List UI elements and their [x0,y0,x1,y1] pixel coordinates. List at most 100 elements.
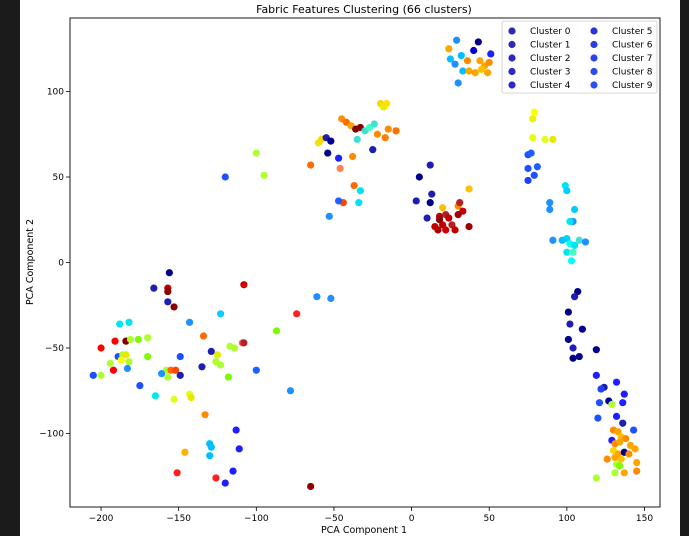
data-point [221,479,229,487]
data-point [383,99,391,108]
data-point [625,450,633,458]
data-point [597,385,605,393]
data-point [620,469,628,477]
legend-label: Cluster 6 [612,41,653,51]
data-point [373,130,382,138]
data-point [272,327,281,335]
data-point [529,115,537,123]
data-point [465,67,473,75]
data-point [335,197,343,205]
data-point [369,146,377,154]
data-point [286,387,295,395]
data-point [631,445,639,453]
data-point [307,161,315,169]
y-tick-label: −50 [45,344,64,354]
data-point [123,364,132,373]
data-point [158,370,166,378]
y-tick-label: 50 [53,173,65,183]
data-point [592,346,600,354]
y-tick-label: 100 [47,88,64,98]
data-point [456,199,464,207]
legend-label: Cluster 5 [612,27,653,37]
data-point [171,366,180,374]
data-point [465,185,473,193]
legend-label: Cluster 0 [530,27,571,37]
data-point [327,137,335,145]
legend-box [501,20,658,94]
data-point [199,332,208,340]
x-tick-label: 100 [558,514,575,524]
scatter-chart: Fabric Features Clustering (66 clusters)… [25,3,661,536]
data-point [348,152,357,161]
data-point [164,373,172,381]
data-point [571,241,579,250]
data-point [549,135,557,143]
data-point [527,149,535,157]
data-point [463,57,472,65]
legend-label: Cluster 3 [530,68,571,78]
data-point [206,452,214,460]
data-point [151,392,159,400]
data-point [619,419,627,427]
data-point [457,52,465,60]
data-point [603,455,611,463]
x-tick-label: 150 [636,514,653,524]
legend-marker [508,81,516,89]
data-point [426,161,434,169]
data-point [442,226,450,234]
data-point [97,371,105,379]
data-point [546,205,554,214]
x-ticks: −200 −150 −100 −50 0 50 100 150 [89,507,653,524]
data-point [252,366,260,374]
data-point [571,205,579,214]
data-point [89,371,97,379]
data-point [217,361,225,369]
data-point [459,207,467,215]
x-tick-label: −200 [89,514,114,524]
data-point [176,371,184,379]
points-layer [89,36,641,491]
data-point [453,36,461,44]
data-point [564,335,572,344]
y-tick-label: 0 [58,259,64,269]
data-point [240,339,248,347]
data-point [546,199,554,207]
x-tick-label: −100 [244,514,269,524]
data-point [575,352,583,361]
data-point [485,58,493,67]
figure: Fabric Features Clustering (66 clusters)… [20,0,680,536]
data-point [470,46,478,55]
legend-label: Cluster 1 [530,41,571,51]
data-point [578,325,586,333]
data-point [198,363,206,371]
x-axis-label: PCA Component 1 [321,525,407,536]
data-point [612,378,621,386]
data-point [608,400,616,409]
data-point [122,351,130,359]
data-point [524,176,532,185]
data-point [566,320,574,328]
data-point [207,347,215,356]
legend: Cluster 0 Cluster 1 Cluster 2 Cluster 3 Clus… [501,20,658,94]
data-point [484,69,492,77]
legend-label: Cluster 9 [612,81,653,91]
legend-marker [590,27,598,35]
data-point [181,448,189,456]
data-point [530,171,538,179]
data-point [125,358,133,366]
data-point [187,393,195,402]
data-point [451,226,459,234]
x-tick-label: −150 [166,514,191,524]
data-point [571,293,579,301]
data-point [630,426,638,434]
chart-title: Fabric Features Clustering (66 clusters) [256,3,472,16]
data-point [428,190,436,198]
data-point [235,445,243,453]
data-point [97,344,105,352]
data-point [530,108,538,116]
data-point [392,127,400,135]
data-point [170,303,178,311]
legend-marker [590,67,598,76]
data-point [136,382,144,390]
data-point [616,438,624,446]
